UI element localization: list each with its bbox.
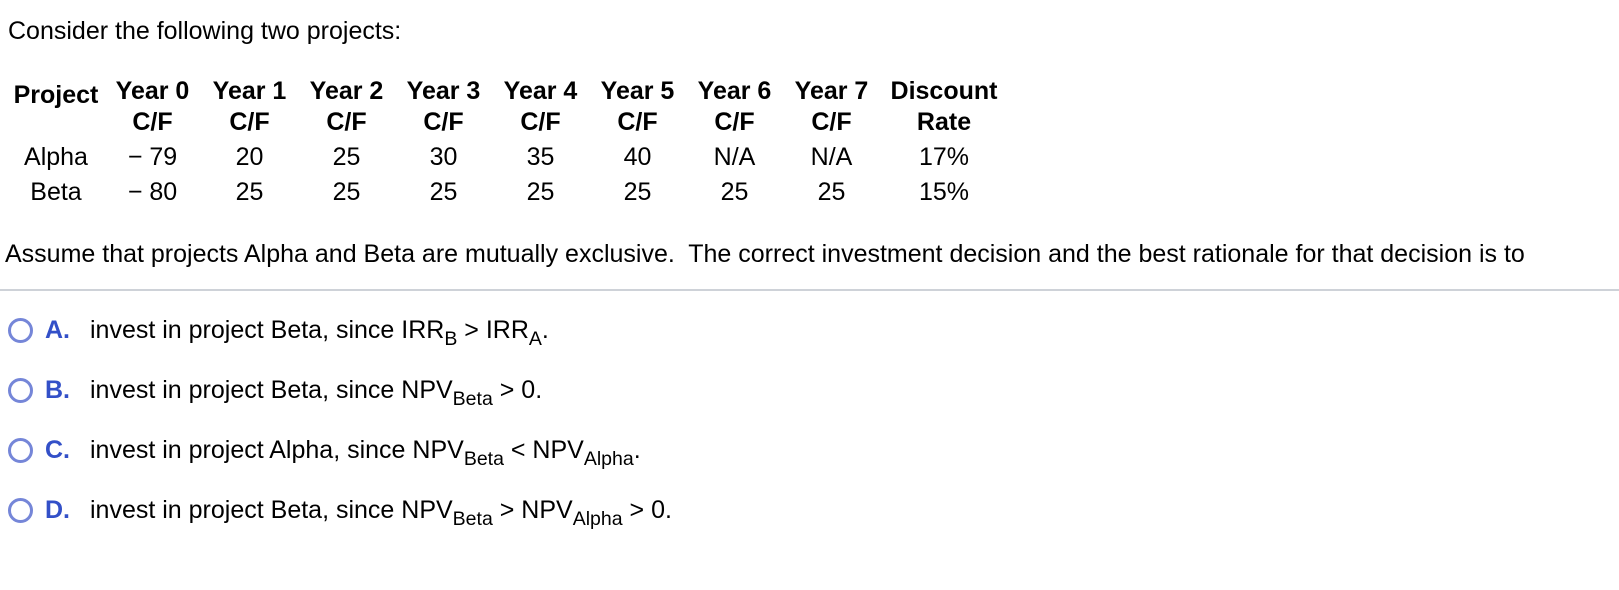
radio-button-c[interactable] [8,438,33,463]
table-cell: 25 [720,178,749,206]
table-row-alpha: Alpha − 79 20 25 30 35 40 N/A N/A 17% [8,138,1008,173]
option-text-part: > NPV [492,496,573,524]
option-text-c: invest in project Alpha, since NPVBeta <… [90,435,641,469]
option-letter-c: C. [45,436,70,464]
column-header-year7: Year 7 C/F [794,77,869,136]
subscript: A [528,327,542,350]
project-name-cell: Beta [30,178,82,206]
table-cell: 25 [817,178,846,206]
option-text-part: invest in project Beta, since NPV [90,496,453,524]
option-text-part: invest in project Beta, since NPV [90,376,453,404]
table-cell: 25 [526,178,555,206]
radio-button-d[interactable] [8,498,33,523]
subscript: B [444,327,458,350]
table-row-beta: Beta − 80 25 25 25 25 25 25 25 15% [8,173,1008,208]
intro-text: Consider the following two projects: [8,17,402,45]
column-header-year2: Year 2 C/F [309,77,384,136]
column-header-year5: Year 5 C/F [600,77,675,136]
column-header-year3: Year 3 C/F [406,77,481,136]
option-text-part: invest in project Alpha, since NPV [90,436,464,464]
column-header-discount-rate: Discount Rate [890,77,998,136]
table-header-row: Project Year 0 C/F Year 1 C/F Year 2 C/F Ye… [8,76,1008,138]
table-cell: 25 [235,178,264,206]
table-cell: 25 [332,178,361,206]
subscript: Beta [463,447,504,470]
table-cell: 30 [429,143,458,171]
option-row-c[interactable]: C. invest in project Alpha, since NPVBet… [8,435,1619,476]
option-text-part: > 0. [622,496,672,524]
table-cell: 35 [526,143,555,171]
cashflow-table: Project Year 0 C/F Year 1 C/F Year 2 C/F Ye… [8,76,1008,208]
option-letter-b: B. [45,376,70,404]
option-row-b[interactable]: B. invest in project Beta, since NPVBeta… [8,375,1619,416]
radio-button-a[interactable] [8,318,33,343]
option-text-part: invest in project Beta, since IRR [90,316,445,344]
table-cell: 20 [235,143,264,171]
option-text-part: < NPV [503,436,584,464]
option-text-d: invest in project Beta, since NPVBeta > … [90,495,672,529]
project-name-cell: Alpha [24,143,88,171]
table-cell: − 80 [127,178,178,206]
option-text-part: . [633,436,641,464]
option-row-a[interactable]: A. invest in project Beta, since IRRB > … [8,315,1619,356]
subscript: Beta [452,507,493,530]
option-row-d[interactable]: D. invest in project Beta, since NPVBeta… [8,495,1619,536]
question-page: Consider the following two projects: Pro… [0,16,1619,536]
table-cell: − 79 [127,143,178,171]
option-text-a: invest in project Beta, since IRRB > IRR… [90,315,549,349]
option-letter-a: A. [45,316,70,344]
column-header-year0: Year 0 C/F [115,77,190,136]
option-letter-d: D. [45,496,70,524]
table-cell: 25 [623,178,652,206]
table-cell: 25 [429,178,458,206]
table-cell-discount: 15% [918,178,970,206]
subscript: Alpha [572,507,623,530]
column-header-project: Project [13,81,99,109]
table-cell-discount: 17% [918,143,970,171]
question-text: Assume that projects Alpha and Beta are … [5,240,1525,268]
table-cell: N/A [810,143,853,171]
option-text-part: > IRR [457,316,529,344]
table-cell: N/A [713,143,756,171]
column-header-year4: Year 4 C/F [503,77,578,136]
column-header-year6: Year 6 C/F [697,77,772,136]
option-text-part: > 0. [492,376,543,404]
divider [0,289,1619,291]
option-text-b: invest in project Beta, since NPVBeta > … [90,375,543,409]
column-header-year1: Year 1 C/F [212,77,287,136]
options-list: A. invest in project Beta, since IRRB > … [8,315,1619,536]
table-cell: 40 [623,143,652,171]
option-text-part: . [541,316,549,344]
subscript: Alpha [583,447,634,470]
table-cell: 25 [332,143,361,171]
radio-button-b[interactable] [8,378,33,403]
subscript: Beta [452,387,493,410]
